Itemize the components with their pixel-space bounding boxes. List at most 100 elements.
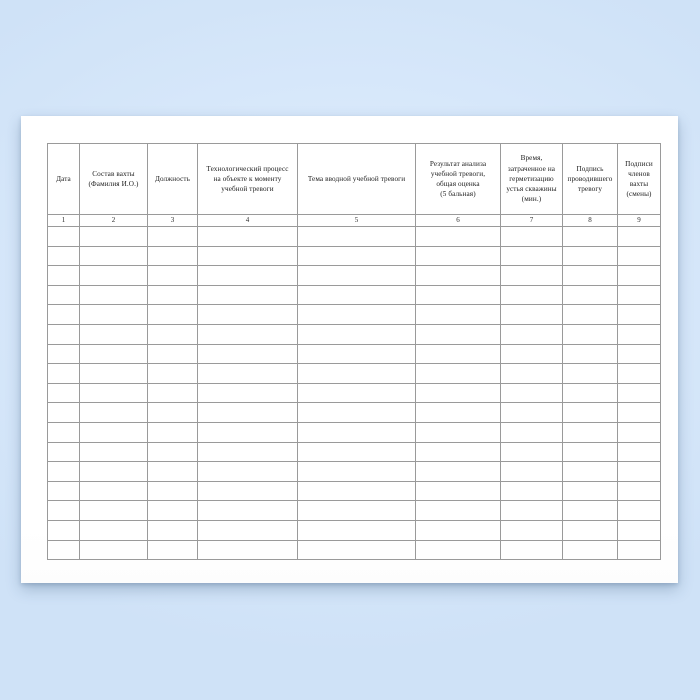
- table-cell-col-6[interactable]: [415, 461, 501, 482]
- table-cell-col-1[interactable]: [47, 421, 80, 443]
- table-cell-col-4[interactable]: [197, 323, 298, 345]
- table-cell-col-9[interactable]: [617, 265, 661, 286]
- table-cell-col-8[interactable]: [562, 480, 618, 502]
- table-cell-col-5[interactable]: [297, 343, 416, 365]
- table-row[interactable]: [47, 402, 661, 423]
- table-row[interactable]: [47, 265, 661, 286]
- table-cell-col-6[interactable]: [415, 539, 501, 561]
- table-cell-col-7[interactable]: [500, 539, 563, 561]
- table-cell-col-9[interactable]: [617, 421, 661, 443]
- table-cell-col-5[interactable]: [297, 265, 416, 286]
- table-cell-col-3[interactable]: [147, 402, 198, 423]
- table-cell-col-4[interactable]: [197, 539, 298, 561]
- table-row[interactable]: [47, 343, 661, 365]
- table-cell-col-8[interactable]: [562, 500, 618, 521]
- table-cell-col-3[interactable]: [147, 343, 198, 365]
- table-row[interactable]: [47, 421, 661, 443]
- table-cell-col-6[interactable]: [415, 363, 501, 384]
- table-cell-col-6[interactable]: [415, 284, 501, 306]
- table-cell-col-4[interactable]: [197, 265, 298, 286]
- table-cell-col-6[interactable]: [415, 519, 501, 541]
- table-cell-col-1[interactable]: [47, 461, 80, 482]
- table-cell-col-9[interactable]: [617, 461, 661, 482]
- table-cell-col-9[interactable]: [617, 343, 661, 365]
- table-cell-col-2[interactable]: [79, 284, 148, 306]
- table-cell-col-5[interactable]: [297, 441, 416, 463]
- table-cell-col-3[interactable]: [147, 461, 198, 482]
- table-cell-col-4[interactable]: [197, 500, 298, 521]
- table-cell-col-6[interactable]: [415, 500, 501, 521]
- table-cell-col-3[interactable]: [147, 421, 198, 443]
- table-cell-col-8[interactable]: [562, 461, 618, 482]
- table-cell-col-7[interactable]: [500, 265, 563, 286]
- table-cell-col-4[interactable]: [197, 402, 298, 423]
- table-cell-col-5[interactable]: [297, 519, 416, 541]
- table-cell-col-7[interactable]: [500, 284, 563, 306]
- table-cell-col-2[interactable]: [79, 500, 148, 521]
- table-cell-col-7[interactable]: [500, 382, 563, 404]
- table-cell-col-8[interactable]: [562, 343, 618, 365]
- table-cell-col-9[interactable]: [617, 304, 661, 325]
- table-cell-col-2[interactable]: [79, 382, 148, 404]
- table-cell-col-9[interactable]: [617, 226, 661, 247]
- table-cell-col-5[interactable]: [297, 402, 416, 423]
- table-cell-col-7[interactable]: [500, 363, 563, 384]
- table-cell-col-2[interactable]: [79, 363, 148, 384]
- table-cell-col-1[interactable]: [47, 343, 80, 365]
- table-cell-col-9[interactable]: [617, 480, 661, 502]
- table-cell-col-8[interactable]: [562, 441, 618, 463]
- table-cell-col-3[interactable]: [147, 226, 198, 247]
- table-cell-col-6[interactable]: [415, 304, 501, 325]
- table-row[interactable]: [47, 382, 661, 404]
- table-cell-col-2[interactable]: [79, 343, 148, 365]
- table-cell-col-6[interactable]: [415, 382, 501, 404]
- table-cell-col-2[interactable]: [79, 245, 148, 267]
- table-cell-col-1[interactable]: [47, 363, 80, 384]
- table-cell-col-1[interactable]: [47, 441, 80, 463]
- table-row[interactable]: [47, 480, 661, 502]
- table-cell-col-1[interactable]: [47, 519, 80, 541]
- table-cell-col-9[interactable]: [617, 500, 661, 521]
- table-cell-col-2[interactable]: [79, 421, 148, 443]
- table-cell-col-6[interactable]: [415, 421, 501, 443]
- table-cell-col-1[interactable]: [47, 284, 80, 306]
- table-cell-col-8[interactable]: [562, 519, 618, 541]
- table-cell-col-3[interactable]: [147, 382, 198, 404]
- table-cell-col-6[interactable]: [415, 480, 501, 502]
- table-row[interactable]: [47, 245, 661, 267]
- table-cell-col-3[interactable]: [147, 323, 198, 345]
- table-cell-col-5[interactable]: [297, 363, 416, 384]
- table-cell-col-7[interactable]: [500, 245, 563, 267]
- table-cell-col-5[interactable]: [297, 539, 416, 561]
- table-cell-col-7[interactable]: [500, 402, 563, 423]
- table-cell-col-9[interactable]: [617, 245, 661, 267]
- table-cell-col-2[interactable]: [79, 539, 148, 561]
- table-row[interactable]: [47, 441, 661, 463]
- table-cell-col-7[interactable]: [500, 323, 563, 345]
- table-cell-col-9[interactable]: [617, 284, 661, 306]
- table-cell-col-1[interactable]: [47, 402, 80, 423]
- table-cell-col-9[interactable]: [617, 519, 661, 541]
- table-cell-col-2[interactable]: [79, 323, 148, 345]
- table-cell-col-1[interactable]: [47, 304, 80, 325]
- table-cell-col-4[interactable]: [197, 382, 298, 404]
- table-cell-col-4[interactable]: [197, 441, 298, 463]
- table-cell-col-2[interactable]: [79, 304, 148, 325]
- table-cell-col-9[interactable]: [617, 402, 661, 423]
- table-cell-col-2[interactable]: [79, 226, 148, 247]
- table-row[interactable]: [47, 539, 661, 561]
- table-cell-col-1[interactable]: [47, 226, 80, 247]
- table-cell-col-5[interactable]: [297, 284, 416, 306]
- table-cell-col-8[interactable]: [562, 226, 618, 247]
- table-cell-col-1[interactable]: [47, 480, 80, 502]
- table-cell-col-2[interactable]: [79, 480, 148, 502]
- table-row[interactable]: [47, 323, 661, 345]
- table-cell-col-6[interactable]: [415, 343, 501, 365]
- table-cell-col-7[interactable]: [500, 500, 563, 521]
- table-cell-col-4[interactable]: [197, 461, 298, 482]
- table-cell-col-3[interactable]: [147, 363, 198, 384]
- table-cell-col-6[interactable]: [415, 226, 501, 247]
- table-cell-col-7[interactable]: [500, 421, 563, 443]
- table-cell-col-4[interactable]: [197, 421, 298, 443]
- table-cell-col-1[interactable]: [47, 382, 80, 404]
